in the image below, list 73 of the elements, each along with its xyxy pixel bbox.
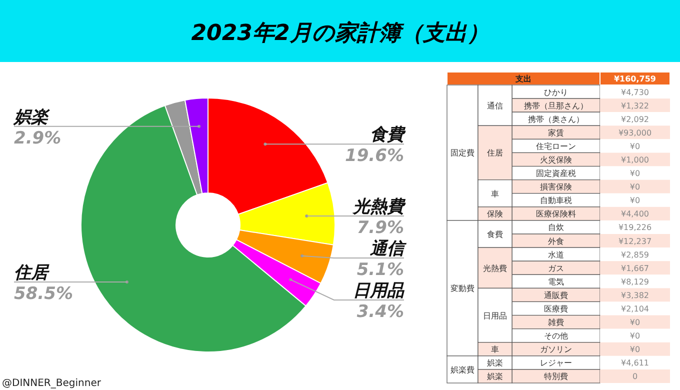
text: ¥0 — [630, 332, 640, 341]
text: 保険 — [487, 210, 503, 219]
text: ¥93,000 — [618, 128, 652, 138]
text: ¥0 — [630, 345, 640, 354]
text: ¥2,859 — [621, 250, 649, 260]
text: 娯楽費 — [450, 365, 474, 374]
data-label: 58.5% — [14, 284, 73, 304]
text: ガソリン — [540, 345, 572, 354]
text: ¥12,237 — [618, 236, 652, 246]
text: 住居 — [487, 148, 503, 158]
text: ¥2,092 — [621, 114, 649, 124]
text: 食費 — [487, 230, 503, 239]
text: ひかり — [544, 88, 568, 97]
text: 電気 — [548, 277, 564, 286]
text: 携帯（奥さん） — [528, 114, 584, 124]
text: 家賃 — [548, 128, 564, 138]
slice-label: 住居 — [14, 262, 50, 283]
text: 自炊 — [548, 223, 564, 232]
text: 固定資産税 — [536, 169, 576, 178]
text: 車 — [491, 189, 499, 198]
text: ¥0 — [630, 182, 640, 192]
text: ¥0 — [630, 169, 640, 178]
text: 光熱費 — [483, 264, 507, 273]
text: 損害保険 — [540, 182, 572, 192]
text: ¥19,226 — [618, 223, 652, 232]
text: 0 — [632, 372, 638, 382]
text: 住宅ローン — [536, 142, 576, 151]
text: 固定費 — [450, 148, 474, 158]
text: 娯楽 — [487, 358, 503, 368]
text: ¥160,759 — [614, 74, 656, 84]
text: 医療費 — [544, 304, 568, 314]
text: ¥8,129 — [621, 277, 649, 286]
text: ガス — [548, 264, 564, 273]
text: 火災保険 — [540, 156, 572, 164]
text: 携帯（旦那さん） — [524, 101, 588, 110]
data-label: 3.4% — [356, 302, 404, 322]
text: 娯楽 — [487, 372, 503, 382]
text: 自動車税 — [540, 196, 572, 206]
data-label: 7.9% — [356, 218, 404, 238]
text: ¥2,104 — [621, 304, 649, 314]
text: 通販費 — [544, 290, 568, 300]
text: 日用品 — [483, 311, 507, 320]
text: ¥4,400 — [621, 210, 649, 219]
text: ¥1,667 — [621, 264, 649, 273]
text: @DINNER_Beginner — [2, 378, 102, 389]
slice-label: 通信 — [369, 238, 407, 259]
text: 支出 — [514, 74, 532, 84]
slice-label: 食費 — [370, 125, 406, 146]
text: ¥0 — [630, 142, 640, 151]
slice-label: 光熱費 — [352, 196, 406, 217]
text: 医療保険料 — [536, 210, 576, 219]
text: ¥4,730 — [621, 88, 649, 97]
text: 水道 — [548, 250, 564, 260]
text: ¥0 — [630, 196, 640, 206]
text: ¥1,000 — [621, 156, 649, 164]
text: レジャー — [540, 358, 572, 368]
text: 通信 — [487, 101, 503, 110]
text: 特別費 — [544, 372, 568, 382]
text: 変動費 — [450, 284, 474, 294]
data-label: 2.9% — [14, 128, 62, 148]
chart-title: 2023年2月の家計簿（支出） — [191, 20, 489, 46]
data-label: 19.6% — [345, 146, 404, 166]
data-label: 5.1% — [356, 260, 404, 280]
text: ¥3,382 — [621, 290, 649, 300]
text: ¥1,322 — [621, 101, 649, 110]
text: ¥4,611 — [621, 358, 649, 368]
slice-label: 日用品 — [353, 280, 405, 301]
text: 車 — [491, 345, 499, 354]
text: その他 — [544, 332, 568, 341]
text: 雑費 — [548, 318, 564, 328]
text: 外食 — [548, 236, 564, 246]
slice-label: 娯楽 — [13, 107, 50, 128]
text: ¥0 — [630, 318, 640, 328]
